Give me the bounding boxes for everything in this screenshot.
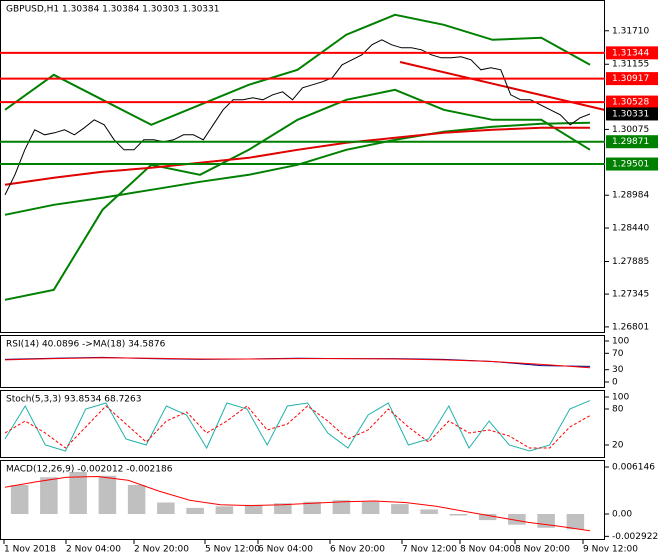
level-label-box [606,95,658,109]
histogram-bar [215,506,234,514]
y-tick-label: 0 [612,378,618,388]
series-line [4,13,591,126]
y-tick-label: 30 [612,365,624,375]
series-line [4,357,591,369]
series-line [4,400,591,452]
y-tick-label: 100 [612,393,629,403]
histogram-bar [332,500,351,514]
panel-frame [0,335,605,388]
x-tick-label: 1 Nov 2018 [4,545,56,555]
panel-title: GBPUSD,H1 1.30384 1.30384 1.30303 1.3033… [6,5,219,15]
histogram-bar [10,484,29,514]
x-tick-label: 6 Nov 20:00 [330,545,385,555]
level-label: 1.30917 [612,74,649,84]
histogram-bar [391,504,409,514]
panel-title: Stoch(5,3,3) 93.8534 68.7263 [6,395,141,405]
histogram-bar [244,504,263,514]
level-label-box [606,46,658,60]
histogram-bar [274,503,292,514]
x-tick-label: 8 Nov 04:00 [460,545,515,555]
y-tick-label: 70 [612,349,624,359]
panel-frame [0,0,605,333]
level-label: 1.29871 [612,137,649,147]
x-tick-label: 2 Nov 20:00 [134,545,189,555]
y-tick-label: 1.31710 [612,26,649,36]
x-tick-label: 8 Nov 20:00 [515,545,570,555]
histogram-bar [98,475,117,514]
x-tick-label: 7 Nov 12:00 [402,545,457,555]
histogram-bar [157,502,175,514]
y-tick-label: 1.26801 [612,322,649,332]
histogram-bar [361,501,380,514]
panel-frame [0,460,605,540]
x-tick-label: 9 Nov 12:00 [583,545,638,555]
y-tick-label: 0.00 [612,509,632,519]
histogram-bar [508,513,526,525]
y-tick-label: 100 [612,336,629,346]
last-price-box [606,107,658,121]
y-tick-label: -0.002922 [612,532,658,542]
series-line [4,405,591,449]
x-tick-label: 5 Nov 12:00 [205,545,260,555]
histogram-bar [449,513,468,516]
level-label: 1.29501 [612,160,649,170]
y-tick-label: 1.28984 [612,191,649,201]
y-tick-label: 1.27345 [612,290,649,300]
panel-title: RSI(14) 40.0896 ->MA(18) 34.5876 [6,340,166,350]
x-tick-label: 2 Nov 04:00 [66,545,121,555]
level-label-box [606,72,658,86]
histogram-bar [478,513,497,521]
series-line [4,39,591,196]
series-line [4,88,591,301]
histogram-bar [127,484,146,514]
level-label-box [606,157,658,171]
level-label: 1.30528 [612,98,649,108]
series-line [4,475,591,532]
y-tick-label: 80 [612,405,624,415]
y-tick-label: 20 [612,440,624,450]
level-label: 1.31344 [612,48,649,58]
last-price-label: 1.30331 [612,109,649,119]
level-label-box [606,135,658,149]
panel-title: MACD(12,26,9) -0.002012 -0.002186 [6,465,173,475]
histogram-bar [420,509,438,514]
series-line [4,126,590,186]
y-tick-label: 1.30075 [612,125,649,135]
y-tick-label: 1.28440 [612,224,649,234]
y-tick-label: 0.006146 [612,462,655,472]
y-tick-label: 1.31155 [612,60,649,70]
x-tick-label: 6 Nov 04:00 [258,545,313,555]
histogram-bar [69,471,87,514]
histogram-bar [40,477,58,514]
histogram-bar [186,507,204,514]
histogram-bar [566,513,585,530]
panel-frame [0,390,605,458]
histogram-bar [303,501,321,514]
y-tick-label: 1.27885 [612,257,649,267]
